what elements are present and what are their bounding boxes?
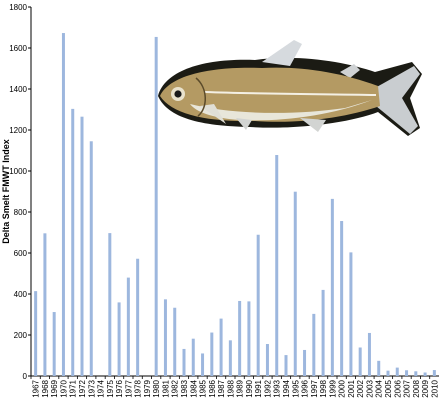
bar (89, 141, 93, 376)
bar (367, 332, 371, 376)
y-tick-label: 800 (14, 208, 28, 217)
bar (173, 307, 177, 376)
x-tick-label: 1983 (180, 379, 189, 397)
x-tick-label: 2007 (403, 379, 412, 397)
x-tick-label: 1971 (69, 379, 78, 397)
x-tick-label: 2000 (338, 379, 347, 397)
bar (386, 370, 390, 376)
bar (377, 360, 381, 376)
bar (414, 371, 418, 376)
bar (312, 313, 316, 376)
x-tick-label: 1985 (199, 379, 208, 397)
y-tick-label: 1800 (9, 3, 27, 12)
x-tick-label: 2008 (412, 379, 421, 397)
bar (330, 198, 334, 376)
y-tick-label: 1400 (9, 85, 27, 94)
x-tick-label: 1986 (208, 379, 217, 397)
x-tick-label: 2009 (421, 379, 430, 397)
delta-smelt-fish-photo (158, 40, 422, 136)
x-tick-label: 1997 (310, 379, 319, 397)
x-tick-label: 1972 (78, 379, 87, 397)
bar (108, 233, 112, 376)
x-tick-label: 1979 (143, 379, 152, 397)
x-tick-label: 1989 (236, 379, 245, 397)
bar (61, 33, 65, 376)
bar (228, 340, 232, 376)
y-axis-title: Delta Smelt FMWT Index (1, 139, 11, 244)
y-tick-label: 1000 (9, 167, 27, 176)
bar (284, 355, 288, 376)
x-tick-label: 1968 (41, 379, 50, 397)
x-tick-label: 2003 (365, 379, 374, 397)
bar (219, 318, 223, 376)
bar (432, 370, 436, 376)
x-tick-label: 1991 (254, 379, 263, 397)
x-tick-label: 1995 (291, 379, 300, 397)
bar (34, 291, 38, 376)
bar (126, 277, 130, 376)
x-tick-label: 2002 (356, 379, 365, 397)
bar (423, 372, 427, 376)
x-tick-label: 1969 (50, 379, 59, 397)
x-tick-label: 2001 (347, 379, 356, 397)
bar (256, 234, 260, 376)
x-tick-label: 1999 (328, 379, 337, 397)
bar (71, 108, 75, 376)
bar (210, 332, 214, 376)
x-tick-label: 1981 (161, 379, 170, 397)
bar (321, 289, 325, 376)
x-tick-label: 1990 (245, 379, 254, 397)
x-tick-label: 1988 (226, 379, 235, 397)
x-tick-label: 2004 (375, 379, 384, 397)
x-tick-label: 1996 (301, 379, 310, 397)
bar (163, 299, 167, 376)
bar (303, 349, 307, 376)
x-tick-label: 1970 (59, 379, 68, 397)
bar (349, 252, 353, 376)
bar (238, 300, 242, 376)
bar (80, 116, 84, 377)
x-tick-label: 1980 (152, 379, 161, 397)
x-tick-label: 1993 (273, 379, 282, 397)
x-tick-label: 2006 (393, 379, 402, 397)
y-tick-label: 600 (14, 249, 28, 258)
bar (43, 233, 47, 376)
x-tick-label: 1973 (87, 379, 96, 397)
bar (191, 338, 195, 376)
x-tick-label: 1998 (319, 379, 328, 397)
x-tick-label: 1978 (134, 379, 143, 397)
bar (117, 302, 121, 376)
x-tick-label: 1976 (115, 379, 124, 397)
y-tick-label: 200 (14, 331, 28, 340)
y-tick-label: 0 (23, 372, 28, 381)
bar (395, 367, 399, 376)
y-tick-label: 400 (14, 290, 28, 299)
x-tick-label: 1982 (171, 379, 180, 397)
bar (275, 155, 279, 376)
y-tick-label: 1600 (9, 44, 27, 53)
bar (52, 312, 56, 376)
x-tick-label: 2010 (430, 379, 439, 397)
bar (340, 221, 344, 376)
x-tick-label: 1992 (263, 379, 272, 397)
bar (265, 344, 269, 376)
bar (358, 347, 362, 376)
bar (136, 258, 140, 376)
bar (201, 353, 205, 376)
y-tick-label: 1200 (9, 126, 27, 135)
x-tick-label: 1984 (189, 379, 198, 397)
x-tick-label: 2005 (384, 379, 393, 397)
x-tick-label: 1994 (282, 379, 291, 397)
bar (154, 36, 158, 377)
x-tick-label: 1974 (97, 379, 106, 397)
x-tick-label: 1987 (217, 379, 226, 397)
bar (293, 191, 297, 376)
x-tick-label: 1967 (32, 379, 41, 397)
x-tick-label: 1977 (124, 379, 133, 397)
bar (182, 348, 186, 376)
bar (405, 370, 409, 376)
bar (247, 301, 251, 376)
x-tick-label: 1975 (106, 379, 115, 397)
